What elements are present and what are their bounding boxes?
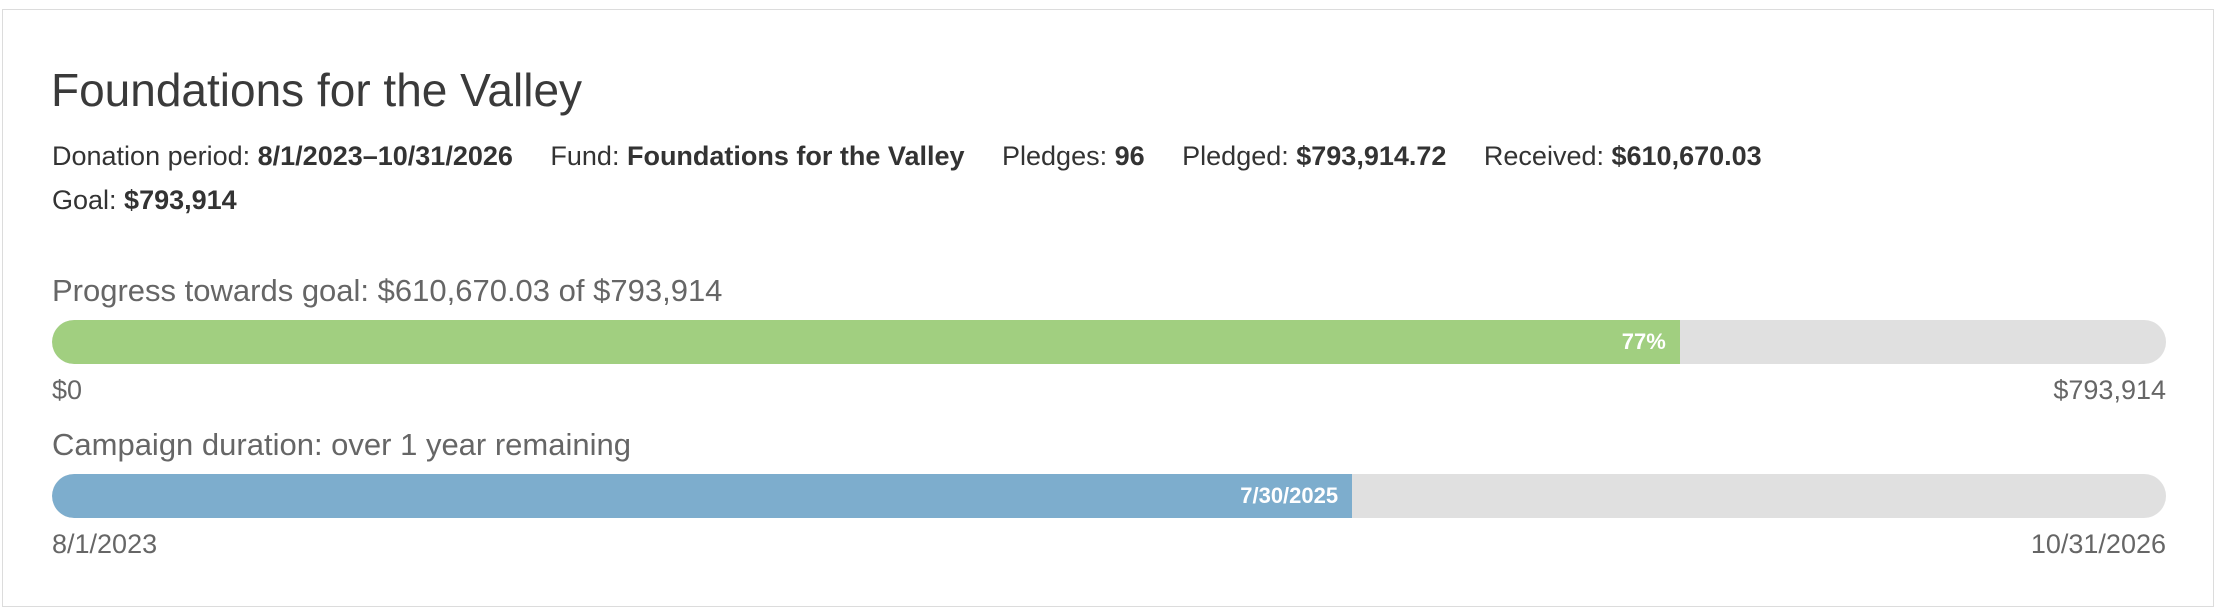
meta-donation-period-label: Donation period: [52,141,258,171]
meta-pledged-label: Pledged: [1182,141,1297,171]
meta-received: Received: $610,670.03 [1484,134,1762,178]
goal-progress-fill: 77% [52,320,1680,364]
duration-progress-date: 7/30/2025 [1240,483,1339,508]
meta-row-secondary: Goal: $793,914 [52,178,2172,222]
meta-fund: Fund: Foundations for the Valley [550,134,964,178]
meta-goal: Goal: $793,914 [52,178,237,222]
campaign-title: Foundations for the Valley [51,64,583,116]
duration-progress-fill: 7/30/2025 [52,474,1353,518]
meta-row-primary: Donation period: 8/1/2023–10/31/2026 Fun… [52,134,2172,178]
meta-pledges-value: 96 [1114,141,1145,171]
meta-received-value: $610,670.03 [1611,141,1762,171]
goal-progress-track: 77% [52,320,2166,364]
duration-progress-label: Campaign duration: over 1 year remaining [52,427,631,462]
goal-progress-percent: 77% [1621,329,1666,354]
goal-progress-start-label: $0 [52,375,83,405]
goal-progress-end-label: $793,914 [2053,375,2166,405]
meta-pledges-label: Pledges: [1002,141,1115,171]
meta-goal-label: Goal: [52,185,125,215]
goal-progress-label: Progress towards goal: $610,670.03 of $7… [52,273,723,308]
duration-progress-start-label: 8/1/2023 [52,529,158,559]
meta-donation-period-value: 8/1/2023–10/31/2026 [257,141,513,171]
meta-pledges: Pledges: 96 [1002,134,1145,178]
meta-received-label: Received: [1483,141,1612,171]
duration-progress-track: 7/30/2025 [52,474,2166,518]
duration-progress-end-label: 10/31/2026 [2030,529,2166,559]
meta-pledged-value: $793,914.72 [1296,141,1447,171]
meta-donation-period: Donation period: 8/1/2023–10/31/2026 [52,134,513,178]
campaign-meta: Donation period: 8/1/2023–10/31/2026 Fun… [52,134,2172,222]
meta-goal-value: $793,914 [124,185,237,215]
meta-fund-label: Fund: [550,141,627,171]
meta-pledged: Pledged: $793,914.72 [1182,134,1446,178]
meta-fund-value: Foundations for the Valley [626,141,965,171]
